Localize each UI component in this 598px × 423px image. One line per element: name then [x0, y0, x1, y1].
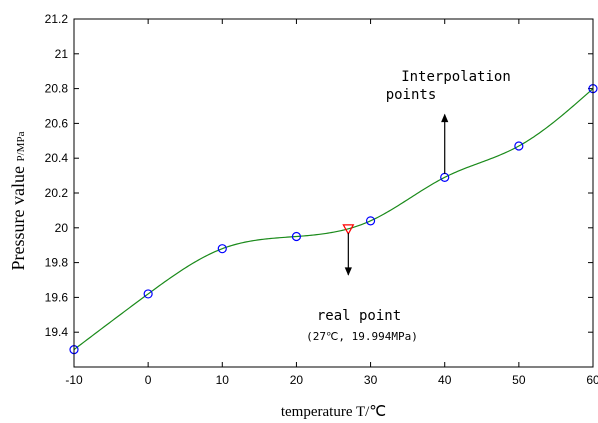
x-tick-label: 0 — [145, 373, 152, 387]
plot-frame — [73, 18, 594, 368]
y-tick-label: 19.6 — [45, 290, 69, 304]
interpolation-point-marker — [217, 244, 227, 254]
y-tick-label: 21.2 — [45, 12, 69, 26]
real-point-arrow — [344, 233, 352, 276]
interpolation-point-marker — [514, 141, 524, 151]
x-axis-title: temperature T/℃ — [281, 404, 386, 420]
y-tick-label: 20 — [55, 221, 69, 235]
y-tick-label: 19.8 — [45, 256, 69, 270]
y-axis-title-main: Pressure value — [8, 166, 28, 270]
ticks-layer: -10 0 10 20 30 40 50 60 19.4 19.6 19.8 20 20.2 20.4 20… — [45, 12, 598, 387]
real-point-label-line1: real point — [317, 308, 401, 324]
curve-layer — [73, 88, 594, 351]
interpolation-arrow — [441, 113, 449, 174]
interpolation-label-line1: Interpolation — [401, 69, 511, 85]
x-tick-label: 60 — [586, 373, 598, 387]
x-tick-label: 30 — [364, 373, 378, 387]
x-tick-label: 20 — [290, 373, 304, 387]
x-tick-label: -10 — [65, 373, 83, 387]
y-axis-title: Pressure value P/MPa — [8, 131, 28, 270]
y-tick-label: 19.4 — [45, 325, 69, 339]
x-tick-label: 40 — [438, 373, 452, 387]
fitted-curve-line — [73, 88, 594, 351]
y-tick-label: 20.8 — [45, 82, 69, 96]
y-axis-title-unit: P/MPa — [15, 131, 27, 161]
interpolation-point-marker — [143, 289, 153, 299]
x-tick-label: 50 — [512, 373, 526, 387]
y-tick-label: 20.6 — [45, 116, 69, 130]
x-tick-label: 10 — [216, 373, 230, 387]
real-point-marker — [342, 224, 355, 236]
interpolation-point-marker — [365, 216, 376, 226]
interpolation-label-line2: points — [386, 87, 437, 103]
y-tick-label: 20.4 — [45, 151, 69, 165]
interpolation-point-marker — [291, 231, 302, 242]
annotation-layer: Interpolation points real point (27℃, 19.99… — [306, 69, 511, 343]
y-tick-label: 21 — [55, 47, 69, 61]
real-point-label-line2: (27℃, 19.994MPa) — [306, 330, 418, 343]
y-tick-label: 20.2 — [45, 186, 69, 200]
